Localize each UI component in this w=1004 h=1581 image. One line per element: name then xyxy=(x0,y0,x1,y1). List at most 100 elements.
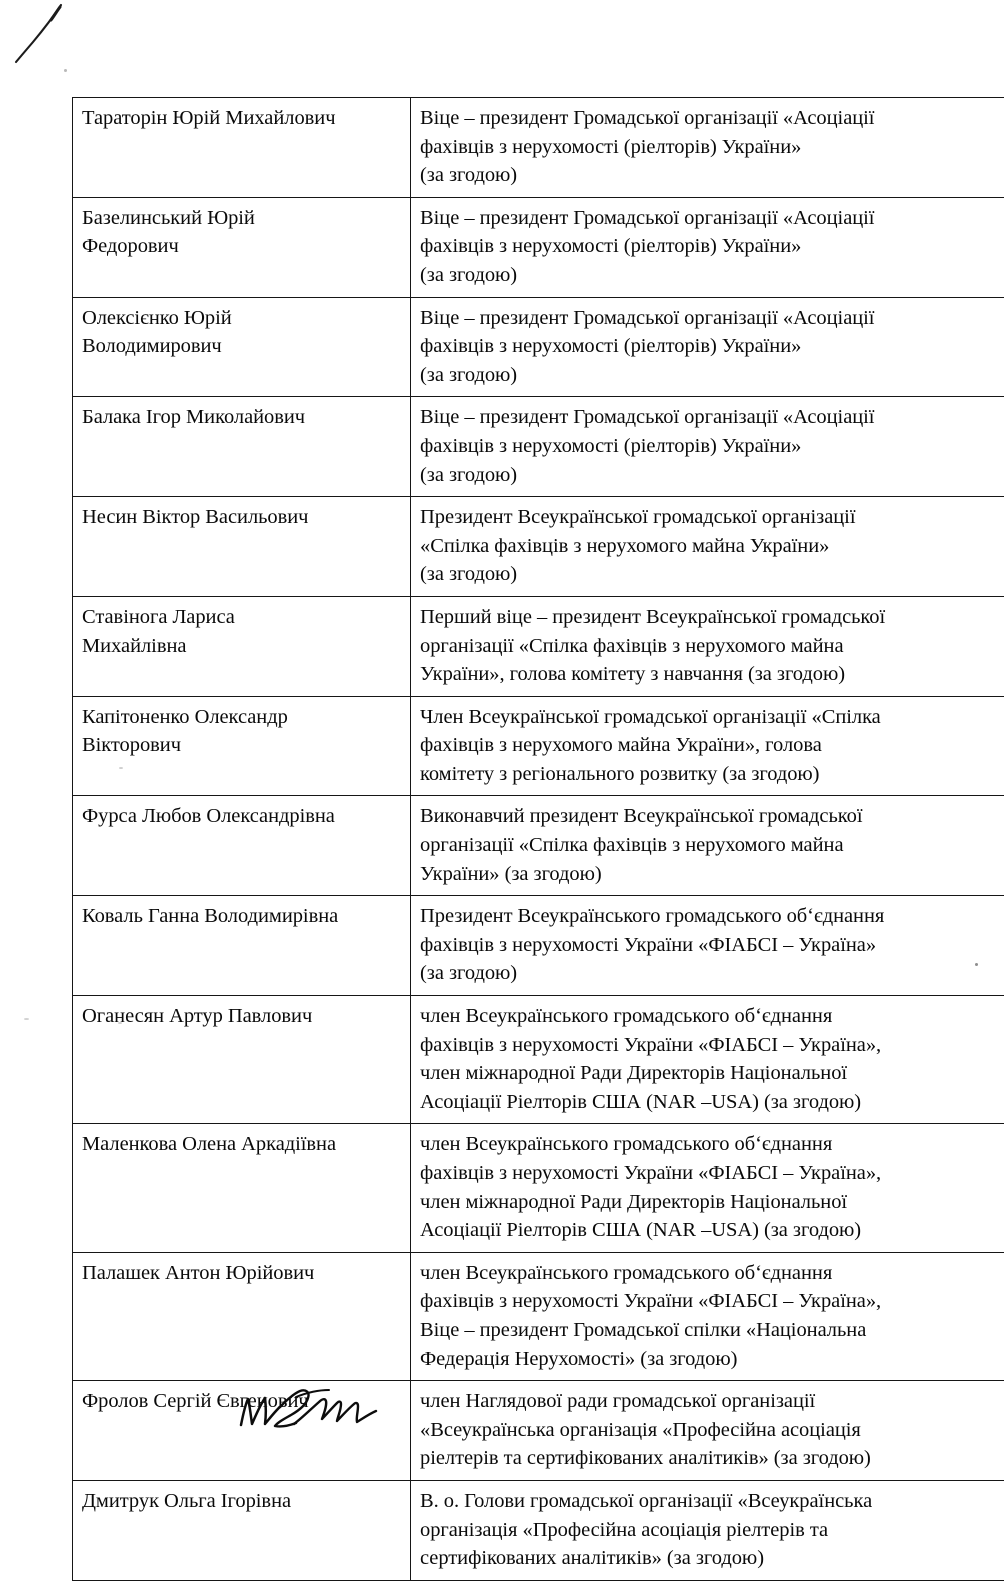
cell-position-description: В. о. Голови громадської організації «Вс… xyxy=(411,1480,1004,1580)
position-line: член міжнародної Ради Директорів Націона… xyxy=(420,1059,1004,1088)
table-row: Балака Ігор Миколайович Віце – президент … xyxy=(73,397,1004,497)
name-line: Базелинський Юрій xyxy=(82,204,402,233)
name-line: Оганесян Артур Павлович xyxy=(82,1002,402,1031)
table-row: Фурса Любов Олександрівна Виконавчий през… xyxy=(73,796,1004,896)
position-line: сертифікованих аналітиків» (за згодою) xyxy=(420,1544,1004,1573)
cell-person-name: Фролов Сергій Євгенович xyxy=(73,1381,411,1481)
position-line: Віце – президент Громадської організації… xyxy=(420,104,1004,133)
name-line: Ставінога Лариса xyxy=(82,603,402,632)
cell-position-description: Перший віце – президент Всеукраїнської г… xyxy=(411,596,1004,696)
position-line: (за згодою) xyxy=(420,959,1004,988)
position-line: В. о. Голови громадської організації «Вс… xyxy=(420,1487,1004,1516)
position-line: «Спілка фахівців з нерухомого майна Укра… xyxy=(420,532,1004,561)
name-line: Палашек Антон Юрійович xyxy=(82,1259,402,1288)
table-row: Оганесян Артур Павлович член Всеукраїнськ… xyxy=(73,996,1004,1124)
position-line: (за згодою) xyxy=(420,560,1004,589)
scan-speck xyxy=(24,1018,29,1020)
position-line: (за згодою) xyxy=(420,461,1004,490)
name-line: Дмитрук Ольга Ігорівна xyxy=(82,1487,402,1516)
position-line: фахівців з нерухомості України «ФІАБСІ –… xyxy=(420,1159,1004,1188)
position-line: член Наглядової ради громадської організ… xyxy=(420,1387,1004,1416)
cell-position-description: член Всеукраїнського громадського об‘єдн… xyxy=(411,1124,1004,1252)
name-line: Коваль Ганна Володимирівна xyxy=(82,902,402,931)
participants-table: Тараторін Юрій Михайлович Віце – президен… xyxy=(72,97,1004,1581)
cell-position-description: член Всеукраїнського громадського об‘єдн… xyxy=(411,1252,1004,1380)
name-line: Федорович xyxy=(82,232,402,261)
cell-person-name: Палашек Антон Юрійович xyxy=(73,1252,411,1380)
name-line: Маленкова Олена Аркадіївна xyxy=(82,1130,402,1159)
position-line: Асоціації Ріелторів США (NAR –USA) (за з… xyxy=(420,1088,1004,1117)
cell-person-name: Фурса Любов Олександрівна xyxy=(73,796,411,896)
cell-person-name: Тараторін Юрій Михайлович xyxy=(73,98,411,198)
table-row: Дмитрук Ольга Ігорівна В. о. Голови грома… xyxy=(73,1480,1004,1580)
position-line: член Всеукраїнського громадського об‘єдн… xyxy=(420,1002,1004,1031)
position-line: Віце – президент Громадської організації… xyxy=(420,304,1004,333)
position-line: України» (за згодою) xyxy=(420,860,1004,889)
name-line: Тараторін Юрій Михайлович xyxy=(82,104,402,133)
cell-position-description: член Всеукраїнського громадського об‘єдн… xyxy=(411,996,1004,1124)
position-line: Федерація Нерухомості» (за згодою) xyxy=(420,1345,1004,1374)
position-line: фахівців з нерухомості (ріелторів) Украї… xyxy=(420,232,1004,261)
position-line: Перший віце – президент Всеукраїнської г… xyxy=(420,603,1004,632)
name-line: Володимирович xyxy=(82,332,402,361)
position-line: Віце – президент Громадської спілки «Нац… xyxy=(420,1316,1004,1345)
position-line: фахівців з нерухомості (ріелторів) Украї… xyxy=(420,432,1004,461)
cell-position-description: Віце – президент Громадської організації… xyxy=(411,397,1004,497)
cell-person-name: Балака Ігор Миколайович xyxy=(73,397,411,497)
position-line: член міжнародної Ради Директорів Націона… xyxy=(420,1188,1004,1217)
cell-person-name: Оганесян Артур Павлович xyxy=(73,996,411,1124)
name-line: Олексієнко Юрій xyxy=(82,304,402,333)
position-line: Асоціації Ріелторів США (NAR –USA) (за з… xyxy=(420,1216,1004,1245)
cell-person-name: Маленкова Олена Аркадіївна xyxy=(73,1124,411,1252)
cell-person-name: Дмитрук Ольга Ігорівна xyxy=(73,1480,411,1580)
cell-position-description: член Наглядової ради громадської організ… xyxy=(411,1381,1004,1481)
cell-person-name: Коваль Ганна Володимирівна xyxy=(73,896,411,996)
position-line: України», голова комітету з навчання (за… xyxy=(420,660,1004,689)
position-line: організації «Спілка фахівців з нерухомог… xyxy=(420,632,1004,661)
position-line: член Всеукраїнського громадського об‘єдн… xyxy=(420,1130,1004,1159)
position-line: фахівців з нерухомого майна України», го… xyxy=(420,731,1004,760)
position-line: організація «Професійна асоціація ріелте… xyxy=(420,1516,1004,1545)
position-line: фахівців з нерухомості України «ФІАБСІ –… xyxy=(420,1031,1004,1060)
cell-position-description: Президент Всеукраїнського громадського о… xyxy=(411,896,1004,996)
position-line: фахівців з нерухомості (ріелторів) Украї… xyxy=(420,332,1004,361)
name-line: Несин Віктор Васильович xyxy=(82,503,402,532)
table-row: Палашек Антон Юрійович член Всеукраїнсько… xyxy=(73,1252,1004,1380)
position-line: (за згодою) xyxy=(420,161,1004,190)
cell-position-description: Член Всеукраїнської громадської організа… xyxy=(411,696,1004,796)
position-line: Виконавчий президент Всеукраїнської гром… xyxy=(420,802,1004,831)
position-line: фахівців з нерухомості України «ФІАБСІ –… xyxy=(420,931,1004,960)
table-body: Тараторін Юрій Михайлович Віце – президен… xyxy=(73,98,1004,1581)
position-line: член Всеукраїнського громадського об‘єдн… xyxy=(420,1259,1004,1288)
position-line: (за згодою) xyxy=(420,361,1004,390)
table-row: Фролов Сергій Євгенович член Наглядової р… xyxy=(73,1381,1004,1481)
position-line: Віце – президент Громадської організації… xyxy=(420,204,1004,233)
name-line: Вікторович xyxy=(82,731,402,760)
pen-stroke-mark xyxy=(13,2,65,64)
position-line: організації «Спілка фахівців з нерухомог… xyxy=(420,831,1004,860)
cell-position-description: Віце – президент Громадської організації… xyxy=(411,297,1004,397)
table-row: Тараторін Юрій Михайлович Віце – президен… xyxy=(73,98,1004,198)
position-line: Член Всеукраїнської громадської організа… xyxy=(420,703,1004,732)
name-line: Балака Ігор Миколайович xyxy=(82,403,402,432)
cell-position-description: Президент Всеукраїнської громадської орг… xyxy=(411,497,1004,597)
cell-position-description: Віце – президент Громадської організації… xyxy=(411,98,1004,198)
position-line: Президент Всеукраїнського громадського о… xyxy=(420,902,1004,931)
position-line: комітету з регіонального розвитку (за зг… xyxy=(420,760,1004,789)
name-line: Фролов Сергій Євгенович xyxy=(82,1387,402,1416)
scan-speck xyxy=(64,69,67,72)
position-line: ріелтерів та сертифікованих аналітиків» … xyxy=(420,1444,1004,1473)
position-line: (за згодою) xyxy=(420,261,1004,290)
position-line: фахівців з нерухомості (ріелторів) Украї… xyxy=(420,133,1004,162)
name-line: Михайлівна xyxy=(82,632,402,661)
position-line: Президент Всеукраїнської громадської орг… xyxy=(420,503,1004,532)
position-line: «Всеукраїнська організація «Професійна а… xyxy=(420,1416,1004,1445)
